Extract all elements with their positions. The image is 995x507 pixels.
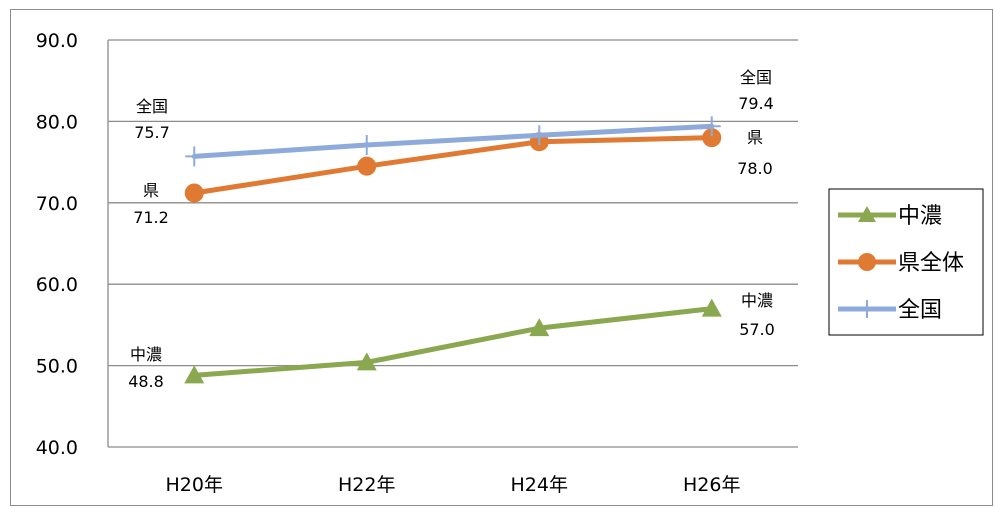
annotation-ken-end-name: 県	[747, 128, 763, 147]
data-point	[184, 365, 205, 384]
annotation-ken-start-name: 県	[143, 181, 159, 200]
data-point	[357, 156, 377, 176]
y-tick-label: 60.0	[36, 274, 78, 296]
annotation-chuno-start-value: 48.8	[128, 372, 164, 391]
series-layer	[184, 116, 722, 384]
annotation-chuno-end-value: 57.0	[739, 320, 775, 339]
legend-label-chuno: 中濃	[898, 204, 942, 229]
y-tick-label: 80.0	[36, 111, 78, 133]
annotation-zenkoku-start-value: 75.7	[134, 123, 170, 142]
legend-marker-chuno	[858, 206, 876, 222]
legend-label-ken: 県全体	[898, 251, 964, 276]
data-point	[702, 128, 722, 148]
annotation-chuno-start-name: 中濃	[130, 345, 162, 364]
data-point	[701, 298, 722, 317]
x-tick-label: H26年	[683, 474, 740, 496]
y-axis-ticks: 40.0 50.0 60.0 70.0 80.0 90.0	[36, 30, 78, 459]
annotation-ken-end-value: 78.0	[737, 159, 773, 178]
x-axis-ticks: H20年 H22年 H24年 H26年	[166, 474, 741, 496]
series-line	[191, 123, 715, 159]
annotation-zenkoku-end-value: 79.4	[738, 94, 774, 113]
legend-item-ken: 県全体	[838, 251, 964, 276]
annotation-zenkoku-start-name: 全国	[136, 97, 168, 116]
x-tick-label: H22年	[338, 474, 395, 496]
data-point	[529, 318, 550, 337]
x-tick-label: H20年	[166, 474, 223, 496]
series-line	[191, 306, 715, 378]
gridlines	[107, 39, 798, 448]
legend-item-chuno: 中濃	[838, 204, 942, 229]
annotation-chuno-end-name: 中濃	[741, 291, 773, 310]
series-0	[184, 298, 722, 384]
legend-marker-ken	[858, 253, 876, 271]
y-tick-label: 50.0	[36, 356, 78, 378]
series-2	[185, 116, 721, 167]
y-tick-label: 40.0	[36, 437, 78, 459]
data-point	[184, 183, 204, 203]
annotation-ken-start-value: 71.2	[133, 208, 169, 227]
legend-label-zenkoku: 全国	[898, 298, 942, 323]
annotations: 全国 75.7 全国 79.4 県 71.2 県 78.0 中濃 48.8 中濃…	[128, 68, 775, 391]
y-tick-label: 70.0	[36, 193, 78, 215]
y-tick-label: 90.0	[36, 30, 78, 52]
legend-item-zenkoku: 全国	[838, 298, 942, 323]
series-line	[191, 135, 715, 196]
data-point	[356, 352, 377, 371]
legend: 中濃 県全体 全国	[828, 188, 984, 336]
annotation-zenkoku-end-name: 全国	[740, 68, 772, 87]
x-tick-label: H24年	[511, 474, 568, 496]
